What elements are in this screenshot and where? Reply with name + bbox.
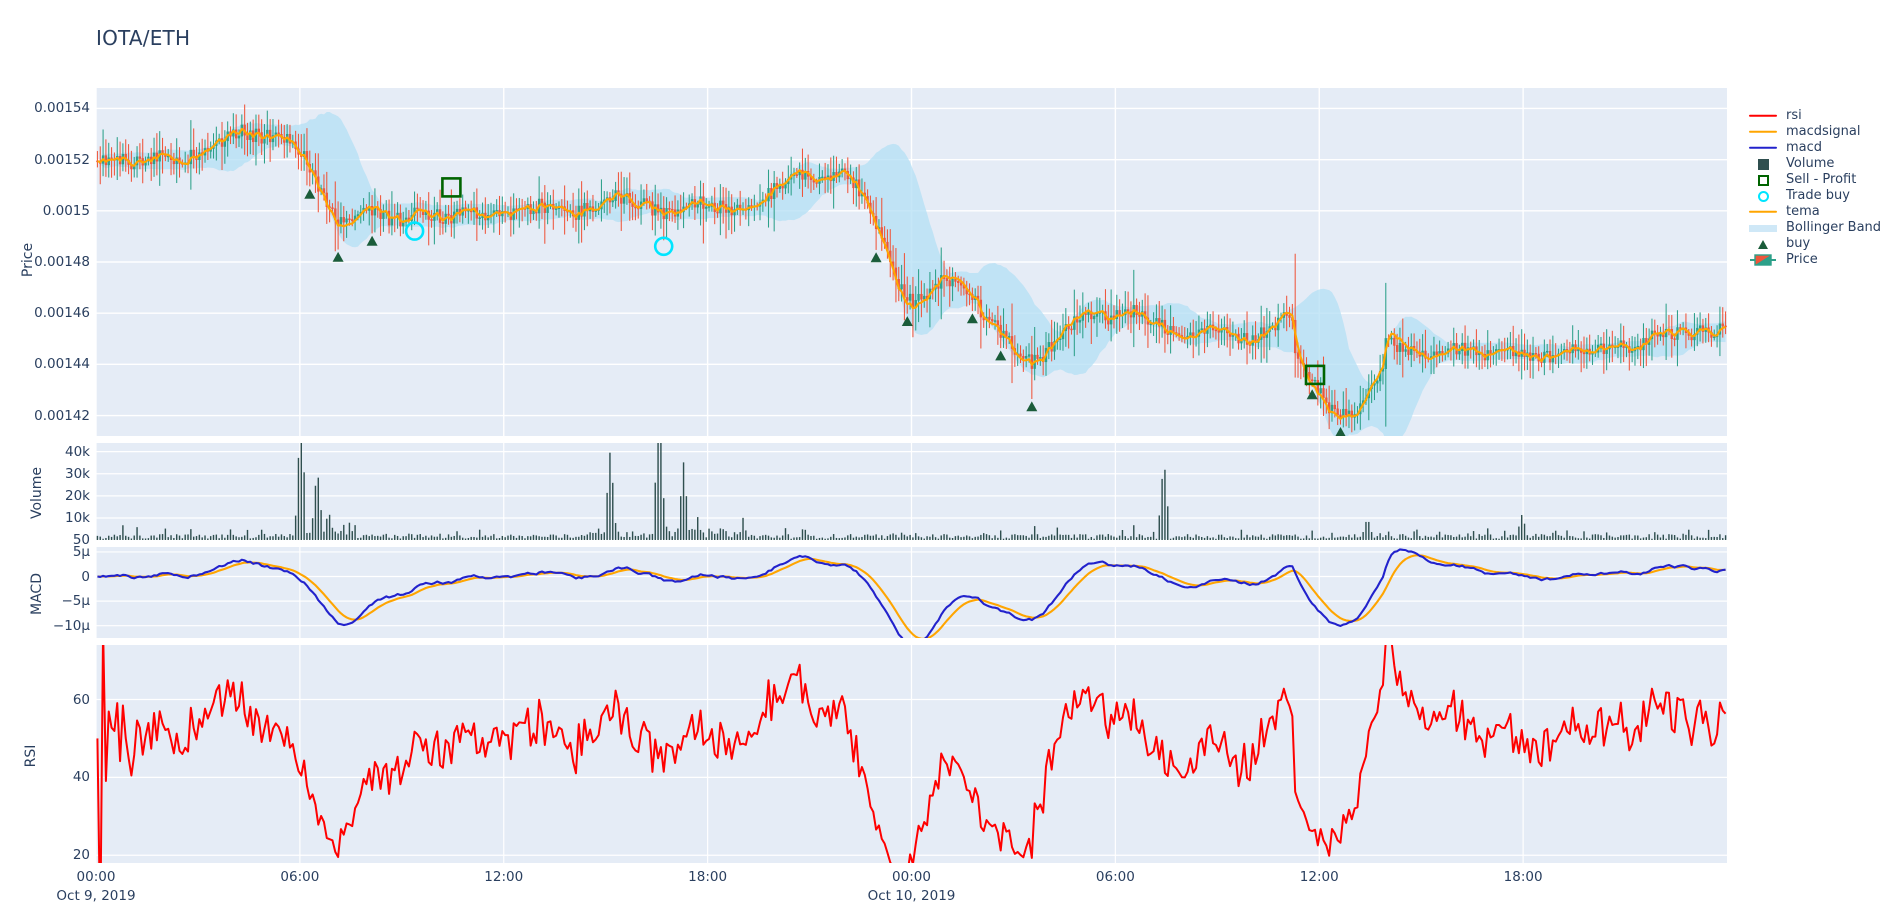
legend-swatch-5-icon — [1748, 188, 1778, 204]
legend-swatch-4-icon — [1748, 172, 1778, 188]
x-day-label-0: Oct 9, 2019 — [56, 888, 136, 903]
legend-label: macdsignal — [1786, 124, 1861, 139]
x-tick-6: 12:00 — [1299, 869, 1339, 885]
legend-item-macd[interactable]: macd — [1748, 140, 1890, 156]
legend-swatch-7-icon — [1748, 220, 1778, 236]
legend-label: Volume — [1786, 156, 1835, 171]
legend-swatch-1-icon — [1748, 124, 1778, 140]
legend-label: buy — [1786, 236, 1811, 251]
price-tick-3: 0.00148 — [34, 254, 90, 270]
x-tick-7: 18:00 — [1503, 869, 1543, 885]
legend-item-tema[interactable]: tema — [1748, 204, 1890, 220]
price-panel — [96, 88, 1727, 436]
legend-label: Sell - Profit — [1786, 172, 1857, 187]
legend-item-macdsignal[interactable]: macdsignal — [1748, 124, 1890, 140]
price-tick-0: 0.00154 — [34, 100, 90, 117]
price-tick-6: 0.00142 — [34, 407, 90, 424]
legend-item-buy[interactable]: buy — [1748, 236, 1890, 252]
x-tick-0: 00:00 — [76, 869, 116, 885]
page-title: IOTA/ETH — [96, 26, 191, 50]
rsi-tick-1: 40 — [72, 769, 90, 786]
x-tick-4: 00:00 — [892, 869, 931, 885]
legend-swatch-3-icon — [1748, 156, 1778, 172]
legend-swatch-9-icon — [1748, 252, 1778, 268]
chart-legend: rsi macdsignal macd Volume Sell - Profit Trad… — [1748, 108, 1890, 268]
legend-item-trade-buy[interactable]: Trade buy — [1748, 188, 1890, 204]
price-tick-2: 0.0015 — [42, 202, 90, 219]
volume-tick-4: 50 — [72, 532, 90, 548]
legend-label: rsi — [1786, 108, 1802, 123]
price-tick-4: 0.00146 — [34, 305, 90, 322]
legend-swatch-8-icon — [1748, 236, 1778, 252]
legend-label: Price — [1786, 252, 1818, 267]
legend-item-sell-profit[interactable]: Sell - Profit — [1748, 172, 1890, 188]
legend-swatch-6-icon — [1748, 204, 1778, 220]
volume-tick-2: 20k — [65, 487, 90, 504]
x-tick-1: 06:00 — [280, 869, 320, 885]
macd-tick-1: 0 — [81, 568, 90, 585]
legend-item-volume[interactable]: Volume — [1748, 156, 1890, 172]
rsi-tick-0: 60 — [72, 691, 90, 708]
macd-tick-3: −10μ — [52, 617, 90, 634]
legend-item-price[interactable]: Price — [1748, 252, 1890, 268]
rsi-tick-2: 20 — [72, 847, 90, 864]
volume-tick-0: 40k — [65, 443, 90, 460]
volume-tick-1: 30k — [65, 465, 90, 482]
legend-item-bollinger-band[interactable]: Bollinger Band — [1748, 220, 1890, 236]
y-tick-labels: 0.00154 0.00152 0.0015 0.00148 0.00146 0.0014… — [0, 0, 96, 903]
legend-label: macd — [1786, 140, 1823, 155]
volume-tick-3: 10k — [65, 509, 90, 526]
legend-label: tema — [1786, 204, 1820, 219]
legend-label: Trade buy — [1786, 188, 1850, 203]
rsi-panel — [96, 645, 1727, 863]
volume-panel — [96, 443, 1727, 540]
macd-tick-0: 5μ — [72, 543, 90, 560]
legend-label: Bollinger Band — [1786, 220, 1882, 235]
x-tick-3: 18:00 — [688, 869, 728, 885]
x-tick-5: 06:00 — [1095, 869, 1135, 885]
price-tick-1: 0.00152 — [34, 151, 90, 168]
legend-item-rsi[interactable]: rsi — [1748, 108, 1890, 124]
x-tick-2: 12:00 — [484, 869, 524, 885]
legend-swatch-2-icon — [1748, 140, 1778, 156]
macd-tick-2: −5μ — [61, 593, 91, 610]
price-tick-5: 0.00144 — [34, 356, 90, 373]
macd-panel — [96, 547, 1727, 638]
legend-swatch-0-icon — [1748, 108, 1778, 124]
x-day-label-4: Oct 10, 2019 — [867, 888, 956, 903]
